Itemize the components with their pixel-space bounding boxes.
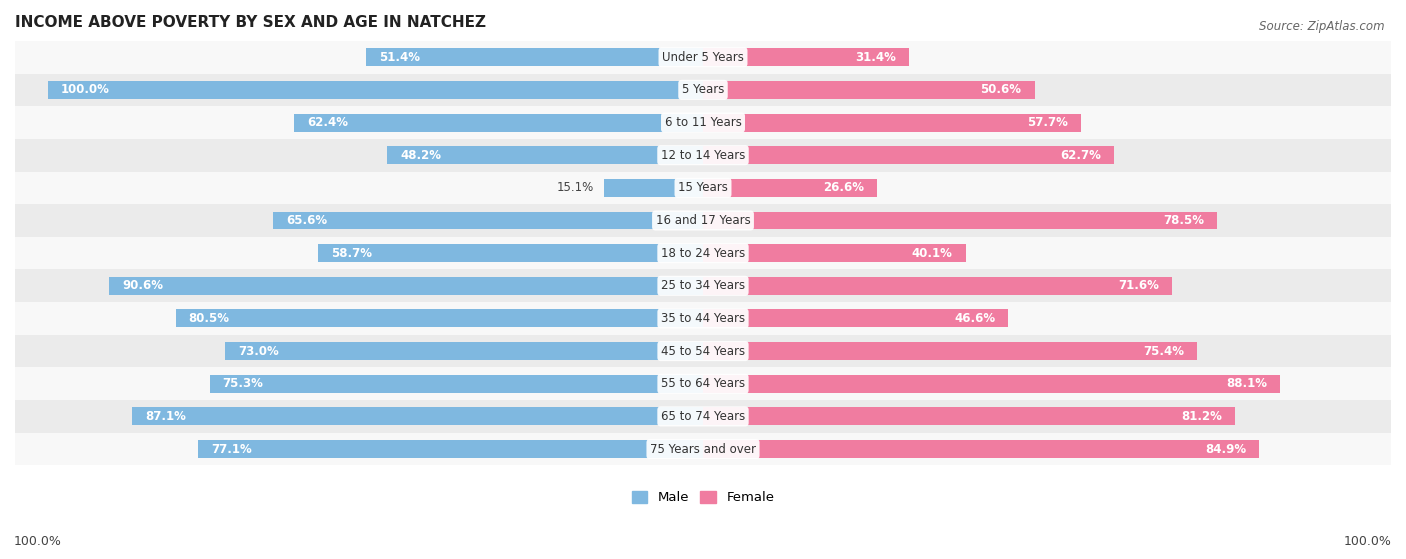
Bar (703, 244, 966, 262)
Bar (209, 375, 703, 393)
Bar (15, 106, 1391, 139)
Bar (703, 310, 1008, 328)
Bar (15, 237, 1391, 269)
Text: 6 to 11 Years: 6 to 11 Years (665, 116, 741, 129)
Bar (15, 74, 1391, 106)
Text: INCOME ABOVE POVERTY BY SEX AND AGE IN NATCHEZ: INCOME ABOVE POVERTY BY SEX AND AGE IN N… (15, 15, 486, 30)
Bar (15, 41, 1391, 74)
Bar (15, 269, 1391, 302)
Bar (15, 433, 1391, 466)
Bar (703, 408, 1234, 425)
Bar (132, 408, 703, 425)
Text: 80.5%: 80.5% (188, 312, 229, 325)
Text: 5 Years: 5 Years (682, 83, 724, 96)
Text: 51.4%: 51.4% (380, 51, 420, 64)
Text: Source: ZipAtlas.com: Source: ZipAtlas.com (1260, 20, 1385, 32)
Text: 75.4%: 75.4% (1143, 344, 1184, 358)
Text: 15 Years: 15 Years (678, 181, 728, 195)
Text: 35 to 44 Years: 35 to 44 Years (661, 312, 745, 325)
Bar (176, 310, 703, 328)
Text: 40.1%: 40.1% (911, 247, 953, 259)
Bar (48, 81, 703, 99)
Bar (703, 440, 1260, 458)
Bar (703, 48, 908, 66)
Text: 45 to 54 Years: 45 to 54 Years (661, 344, 745, 358)
Bar (15, 335, 1391, 367)
Text: 46.6%: 46.6% (955, 312, 995, 325)
Text: 25 to 34 Years: 25 to 34 Years (661, 280, 745, 292)
Text: 100.0%: 100.0% (14, 535, 62, 548)
Text: 48.2%: 48.2% (401, 149, 441, 162)
Text: 73.0%: 73.0% (238, 344, 278, 358)
Text: 88.1%: 88.1% (1226, 377, 1267, 390)
Text: 75.3%: 75.3% (222, 377, 263, 390)
Text: 87.1%: 87.1% (145, 410, 186, 423)
Text: Under 5 Years: Under 5 Years (662, 51, 744, 64)
Bar (703, 81, 1035, 99)
Text: 57.7%: 57.7% (1028, 116, 1069, 129)
Bar (15, 367, 1391, 400)
Text: 31.4%: 31.4% (855, 51, 896, 64)
Bar (318, 244, 703, 262)
Text: 18 to 24 Years: 18 to 24 Years (661, 247, 745, 259)
Bar (387, 146, 703, 164)
Text: 81.2%: 81.2% (1181, 410, 1222, 423)
Text: 71.6%: 71.6% (1118, 280, 1159, 292)
Bar (703, 113, 1081, 131)
Legend: Male, Female: Male, Female (626, 486, 780, 510)
Text: 50.6%: 50.6% (980, 83, 1021, 96)
Text: 78.5%: 78.5% (1163, 214, 1205, 227)
Text: 62.7%: 62.7% (1060, 149, 1101, 162)
Bar (15, 139, 1391, 172)
Bar (15, 172, 1391, 204)
Bar (703, 211, 1218, 230)
Text: 84.9%: 84.9% (1205, 443, 1246, 456)
Bar (703, 342, 1197, 360)
Text: 15.1%: 15.1% (557, 181, 595, 195)
Bar (294, 113, 703, 131)
Bar (110, 277, 703, 295)
Text: 65 to 74 Years: 65 to 74 Years (661, 410, 745, 423)
Text: 55 to 64 Years: 55 to 64 Years (661, 377, 745, 390)
Bar (703, 179, 877, 197)
Text: 58.7%: 58.7% (332, 247, 373, 259)
Text: 75 Years and over: 75 Years and over (650, 443, 756, 456)
Bar (703, 277, 1173, 295)
Text: 77.1%: 77.1% (211, 443, 252, 456)
Text: 100.0%: 100.0% (60, 83, 110, 96)
Bar (225, 342, 703, 360)
Bar (15, 302, 1391, 335)
Bar (198, 440, 703, 458)
Text: 12 to 14 Years: 12 to 14 Years (661, 149, 745, 162)
Text: 100.0%: 100.0% (1344, 535, 1392, 548)
Bar (15, 400, 1391, 433)
Bar (366, 48, 703, 66)
Bar (703, 146, 1114, 164)
Bar (273, 211, 703, 230)
Text: 90.6%: 90.6% (122, 280, 163, 292)
Bar (605, 179, 703, 197)
Text: 62.4%: 62.4% (308, 116, 349, 129)
Text: 26.6%: 26.6% (823, 181, 865, 195)
Bar (15, 204, 1391, 237)
Bar (703, 375, 1281, 393)
Text: 16 and 17 Years: 16 and 17 Years (655, 214, 751, 227)
Text: 65.6%: 65.6% (287, 214, 328, 227)
